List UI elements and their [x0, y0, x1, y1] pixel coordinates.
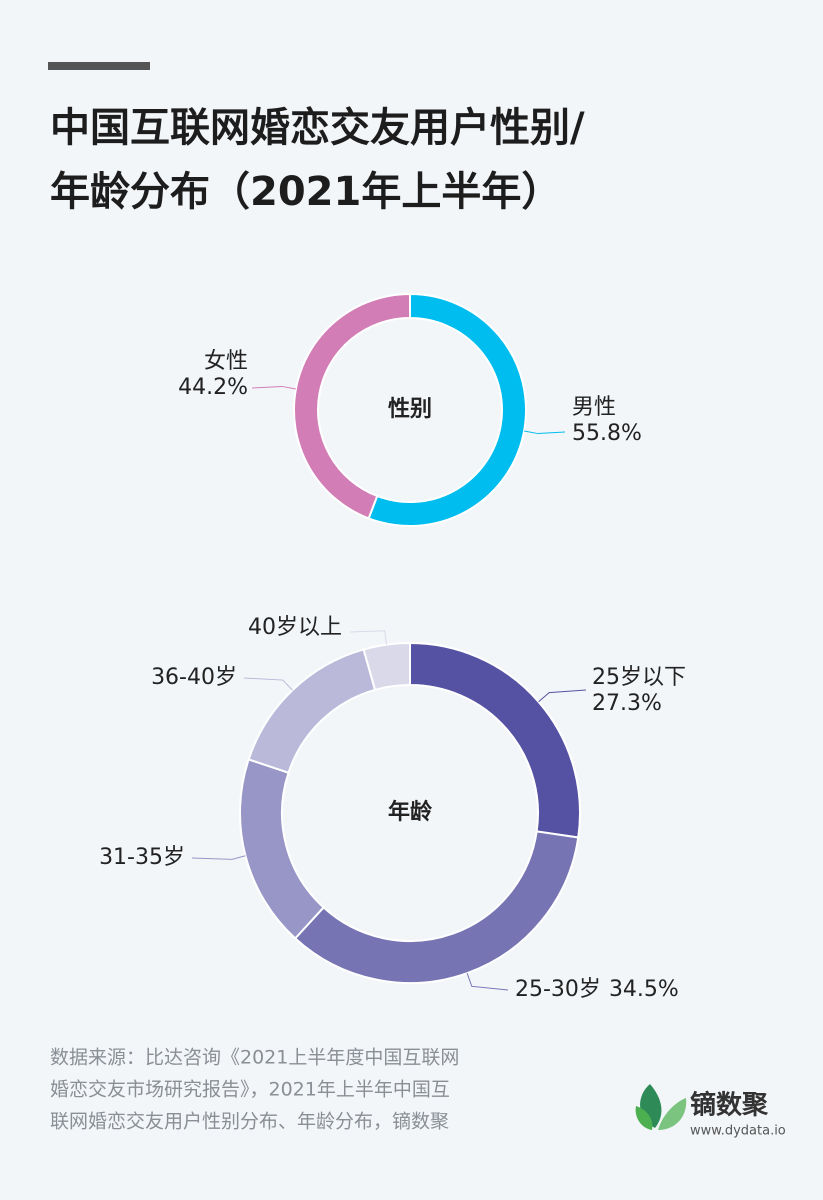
- logo: [635, 1084, 687, 1130]
- source-line: 婚恋交友市场研究报告》，2021年上半年中国互: [50, 1079, 450, 1101]
- source-line: 数据来源：比达咨询《2021上半年度中国互联网: [50, 1047, 459, 1069]
- leader-line: [523, 430, 566, 435]
- category-label: 36-40岁: [151, 665, 237, 690]
- category-label: 男性: [572, 395, 616, 420]
- leader-line: [251, 385, 297, 390]
- title-line: 年龄分布（2021年上半年）: [50, 169, 561, 215]
- brand: 镝数聚: [690, 1090, 769, 1121]
- value-label: 55.8%: [572, 421, 642, 446]
- logo-leaf: [658, 1098, 687, 1130]
- value-label: 27.3%: [592, 691, 662, 716]
- category-label: 40岁以上: [248, 615, 342, 640]
- value-label: 34.5%: [609, 977, 679, 1002]
- leader-line: [243, 677, 293, 691]
- leader-line: [538, 689, 587, 703]
- leader-line: [191, 855, 246, 860]
- category-label: 25岁以下: [592, 665, 686, 690]
- brand-url: www.dydata.io: [690, 1124, 786, 1139]
- source-line: 联网婚恋交友用户性别分布、年龄分布，镝数聚: [50, 1111, 449, 1133]
- leader-line: [466, 972, 509, 991]
- donut-segment: [362, 641, 411, 692]
- leader-line: [349, 630, 388, 645]
- category-label: 女性: [204, 349, 248, 374]
- category-label: 31-35岁: [99, 845, 185, 870]
- center-label: 性别: [388, 397, 432, 422]
- segment-label: 25-30岁 34.5%: [515, 977, 679, 1002]
- center-label: 年龄: [388, 799, 433, 825]
- title-line: 中国互联网婚恋交友用户性别/: [50, 105, 585, 151]
- value-label: 44.2%: [178, 375, 248, 400]
- accent-bar: [48, 62, 150, 70]
- donut-segment: [293, 292, 411, 520]
- donut-segment: [367, 292, 527, 527]
- logo-leaf: [635, 1106, 653, 1130]
- category-label: 25-30岁: [515, 977, 601, 1002]
